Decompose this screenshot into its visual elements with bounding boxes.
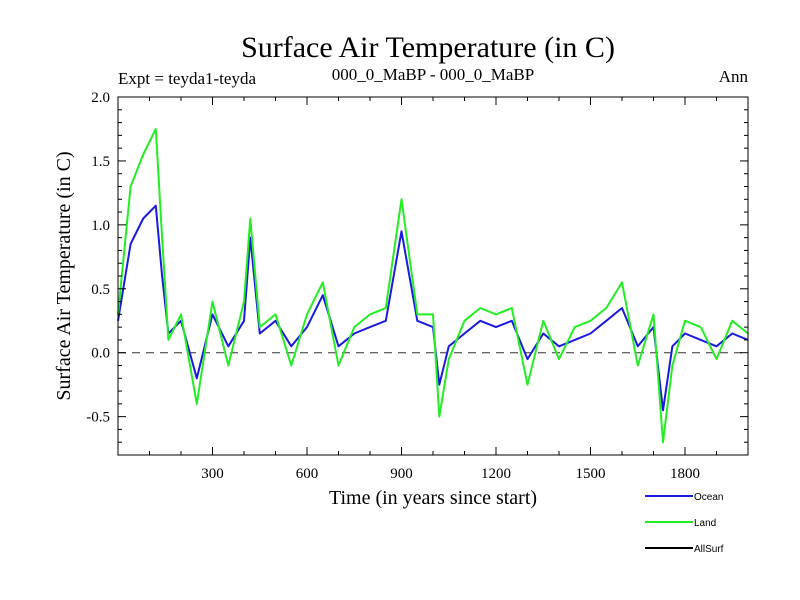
y-tick-label: 2.0 — [91, 90, 110, 106]
x-tick-label: 900 — [390, 466, 413, 482]
y-tick-label: 0.0 — [91, 346, 110, 362]
period-label: 000_0_MaBP - 000_0_MaBP — [332, 65, 534, 84]
plot-frame — [117, 96, 749, 456]
legend: Ocean Land AllSurf — [645, 492, 724, 555]
x-axis-label: Time (in years since start) — [329, 487, 537, 509]
x-tick-label: 300 — [201, 466, 224, 482]
season-label: Ann — [719, 67, 749, 86]
x-tick-label: 1200 — [481, 466, 511, 482]
y-tick-label: 0.5 — [91, 282, 110, 298]
x-tick-label: 1800 — [670, 466, 700, 482]
chart-title: Surface Air Temperature (in C) — [241, 31, 615, 64]
x-tick-label: 600 — [296, 466, 319, 482]
y-axis-label: Surface Air Temperature (in C) — [53, 151, 75, 400]
legend-label-land: Land — [694, 518, 716, 529]
legend-label-allsurf: AllSurf — [694, 544, 724, 555]
experiment-label: Expt = teyda1-teyda — [118, 69, 256, 88]
y-tick-label: -0.5 — [86, 410, 110, 426]
y-tick-label: 1.0 — [91, 218, 110, 234]
legend-label-ocean: Ocean — [694, 492, 723, 503]
y-tick-label: 1.5 — [91, 154, 110, 170]
series-line-land — [117, 128, 749, 444]
plot-area — [117, 128, 749, 444]
x-tick-label: 1500 — [576, 466, 606, 482]
